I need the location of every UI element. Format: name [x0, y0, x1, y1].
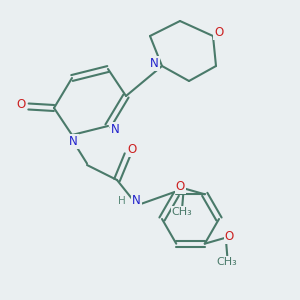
Text: N: N — [69, 135, 78, 148]
Text: O: O — [214, 26, 224, 40]
Text: O: O — [16, 98, 26, 112]
Text: N: N — [111, 122, 120, 136]
Text: O: O — [176, 180, 185, 193]
Text: N: N — [150, 57, 159, 70]
Text: N: N — [132, 194, 141, 208]
Text: O: O — [225, 230, 234, 243]
Text: CH₃: CH₃ — [217, 257, 238, 267]
Text: O: O — [128, 142, 136, 156]
Text: H: H — [118, 196, 125, 206]
Text: CH₃: CH₃ — [172, 207, 193, 217]
